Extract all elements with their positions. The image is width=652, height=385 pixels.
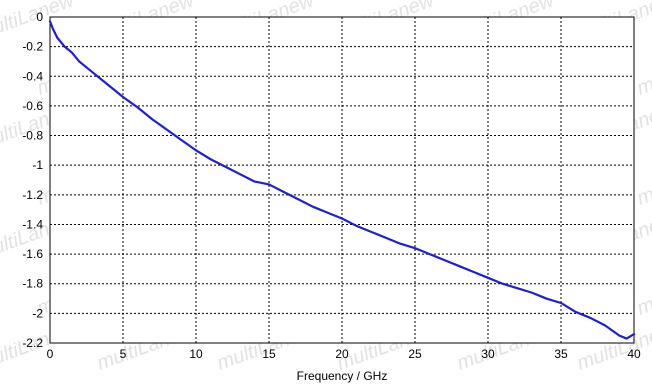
y-tick-label: -0.2: [22, 40, 43, 54]
y-tick-label: -1.4: [22, 217, 43, 231]
series-line: [48, 20, 636, 340]
x-tick-label: 15: [262, 347, 276, 361]
x-tick-label: 40: [627, 347, 641, 361]
y-tick-label: 0: [36, 10, 43, 24]
watermark-text: multiLanew: [634, 264, 652, 320]
y-tick-label: -1.6: [22, 247, 43, 261]
x-tick-label: 20: [335, 347, 349, 361]
grid: [50, 17, 634, 343]
y-axis: 0 -0.2 -0.4 -0.6 -0.8 -1 -1.2 -1.4 -1.6 -1.8 -2 -2.…: [22, 10, 43, 350]
y-tick-label: -1.2: [22, 188, 43, 202]
y-tick-label: -2.2: [22, 336, 43, 350]
y-tick-label: -1.8: [22, 277, 43, 291]
watermark-text: multiLanew: [634, 44, 652, 100]
x-tick-label: 30: [481, 347, 495, 361]
plot-frame: [49, 16, 635, 344]
x-axis-title: Frequency / GHz: [297, 369, 388, 383]
x-axis: 0 5 10 15 20 25 30 35 40: [47, 347, 641, 361]
x-tick-label: 25: [408, 347, 422, 361]
y-tick-label: -0.4: [22, 69, 43, 83]
watermark-text: multiLanew: [634, 154, 652, 210]
x-tick-label: 10: [189, 347, 203, 361]
y-tick-label: -0.8: [22, 129, 43, 143]
y-tick-label: -1: [32, 158, 43, 172]
x-tick-label: 5: [120, 347, 127, 361]
y-tick-label: -0.6: [22, 99, 43, 113]
y-tick-label: -2: [32, 306, 43, 320]
x-tick-label: 35: [554, 347, 568, 361]
x-tick-label: 0: [47, 347, 54, 361]
